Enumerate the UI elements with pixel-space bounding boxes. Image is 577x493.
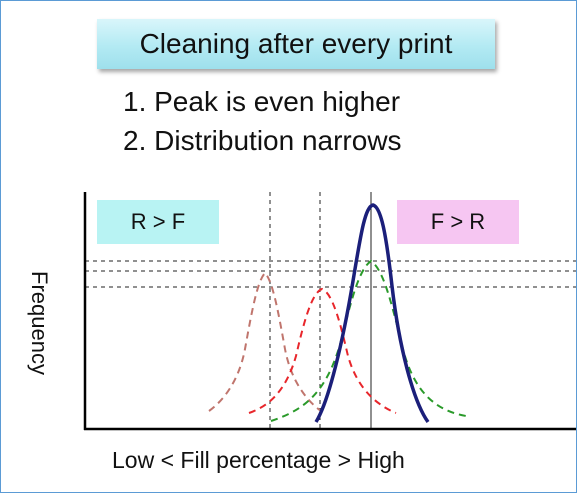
curve-green-dashed (270, 259, 467, 422)
tag-left-label: R > F (130, 209, 186, 234)
point-1: 1. Peak is even higher (123, 86, 401, 117)
x-axis-label: Low < Fill percentage > High (112, 447, 405, 473)
tag-r-greater-f: R > F (97, 200, 219, 244)
point-2: 2. Distribution narrows (123, 125, 402, 156)
curve-red-dashed (248, 287, 397, 414)
tag-right-label: F > R (430, 209, 486, 234)
y-axis-label-text: Frequency (27, 271, 52, 375)
tag-f-greater-r: F > R (397, 200, 519, 244)
curve-brown-dashed (208, 271, 322, 412)
slide-title: Cleaning after every print (139, 28, 453, 59)
title-box: Cleaning after every print (97, 19, 495, 69)
curve-navy-solid (314, 203, 430, 424)
